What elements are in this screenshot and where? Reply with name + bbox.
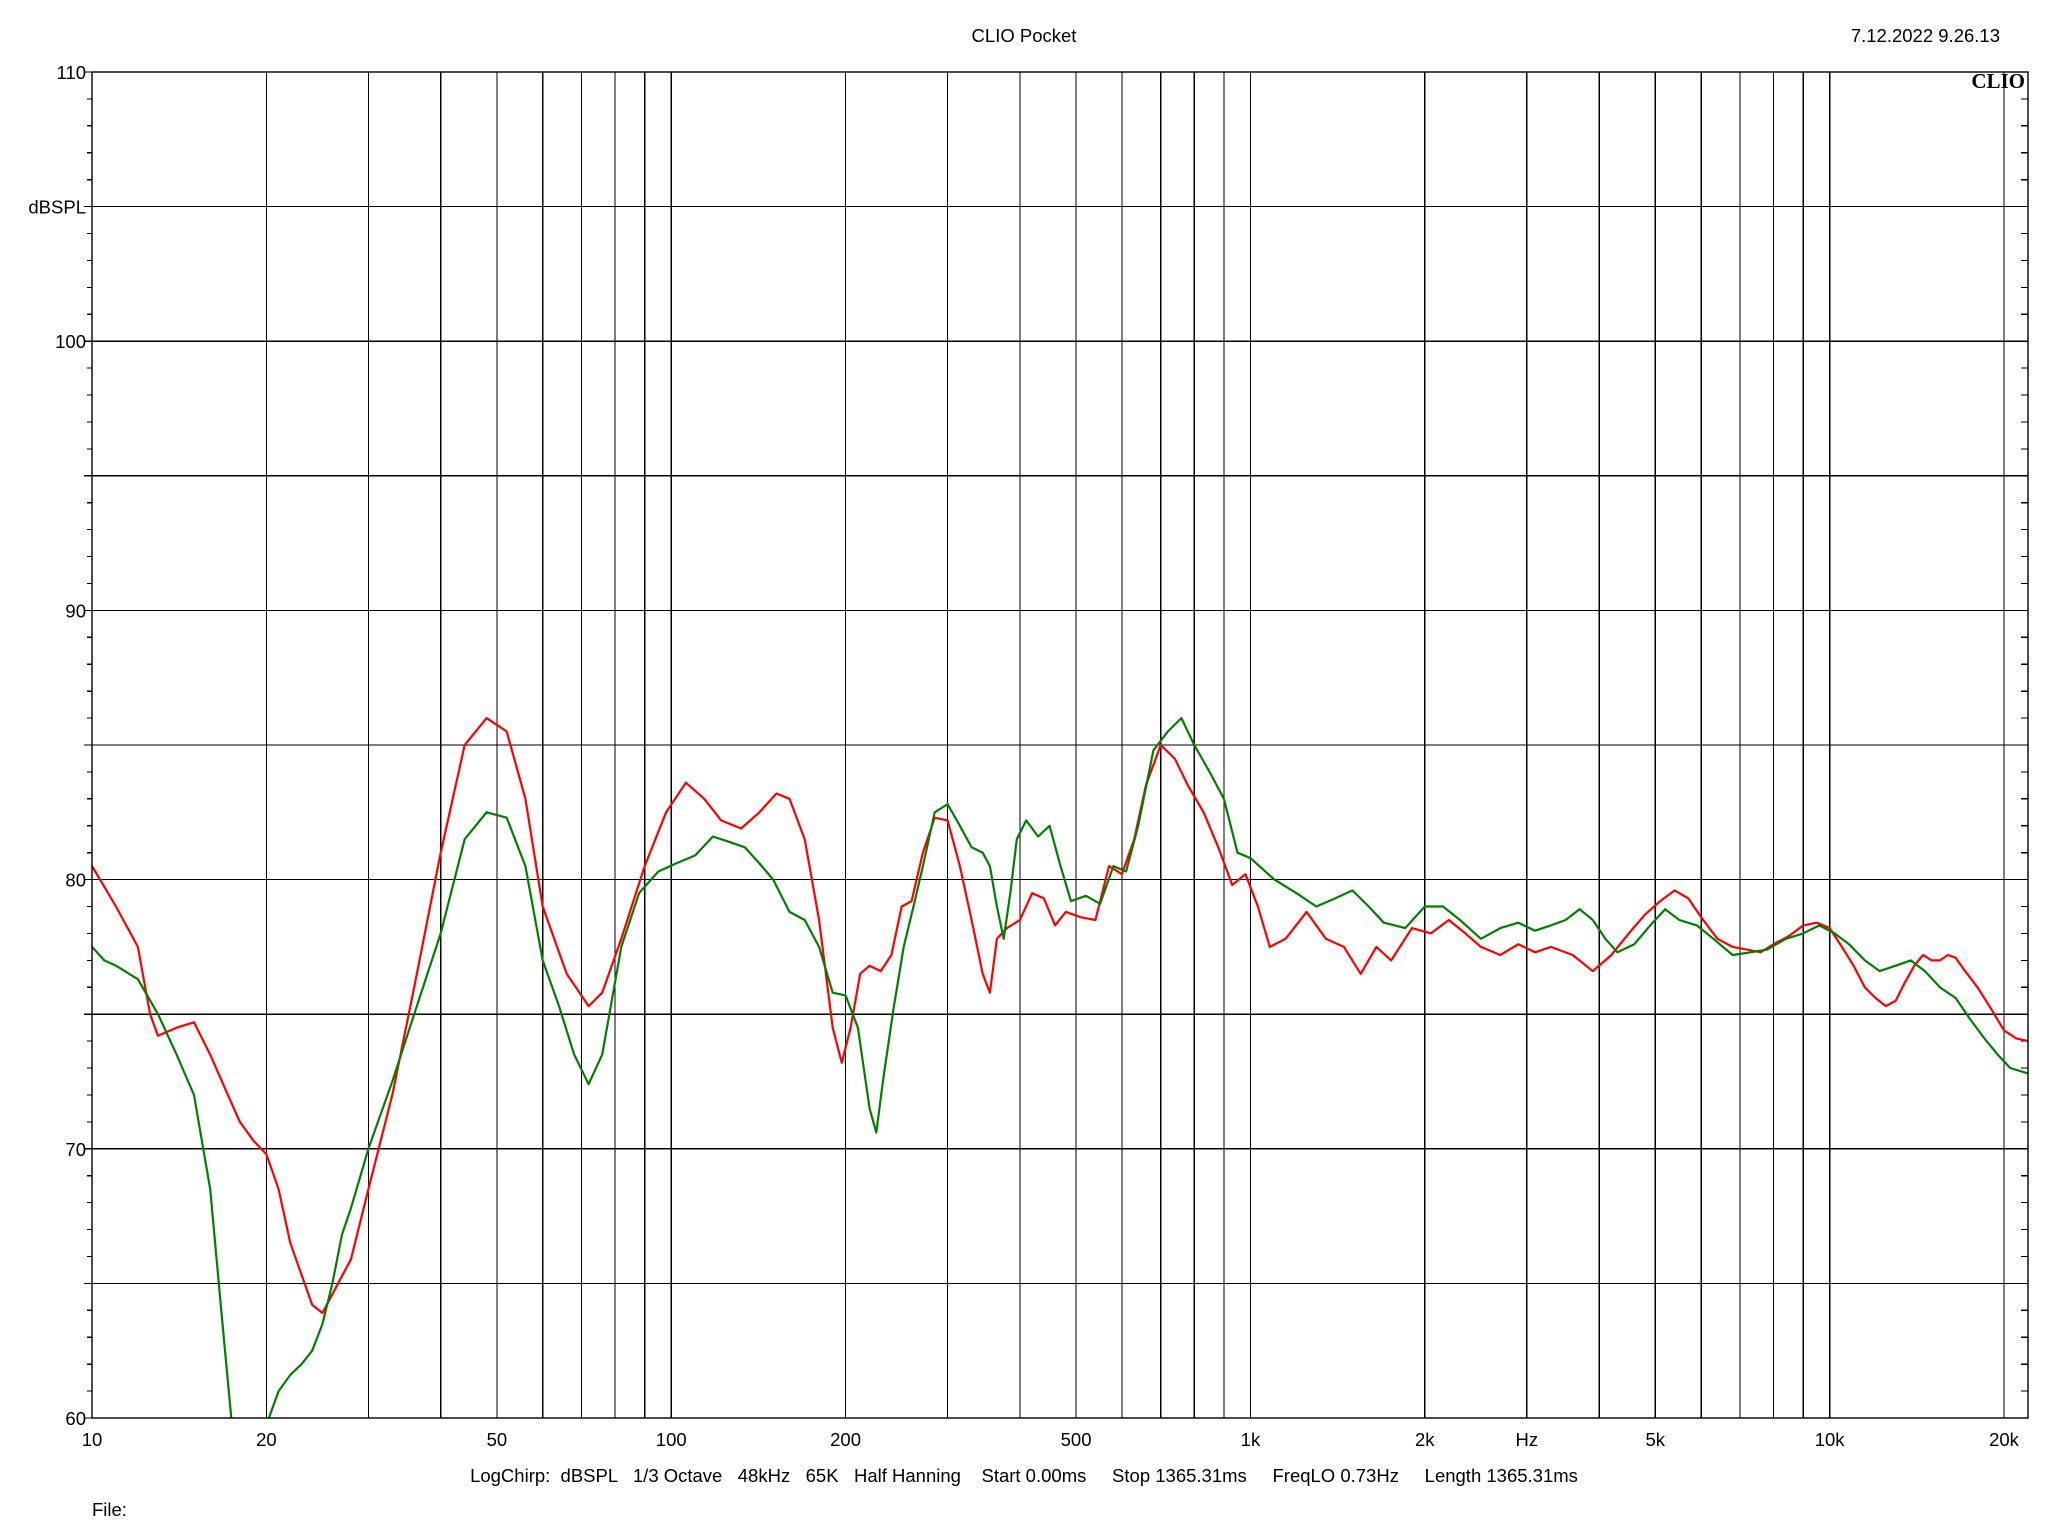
x-axis-tick-labels: 10 20 50 100 200 500 1k 2k Hz 5k 10k 20k <box>82 1429 2020 1450</box>
series-layer <box>91 717 2029 1419</box>
horizontal-gridlines <box>84 71 2028 1419</box>
series-line-0 <box>91 717 2029 1315</box>
x-tick-label: 10 <box>82 1429 103 1450</box>
timestamp: 7.12.2022 9.26.13 <box>1851 25 2000 46</box>
x-tick-label: Hz <box>1515 1429 1538 1450</box>
y-tick-label: 90 <box>65 600 86 621</box>
x-tick-label: 20 <box>256 1429 277 1450</box>
clio-logo: CLIO <box>1971 69 2025 93</box>
y-tick-label: 70 <box>65 1139 86 1160</box>
series-line-1 <box>91 946 233 1419</box>
y-tick-label: 60 <box>65 1408 86 1429</box>
x-tick-label: 100 <box>656 1429 687 1450</box>
series-line-2 <box>267 717 2029 1419</box>
x-tick-label: 1k <box>1241 1429 1261 1450</box>
y-tick-label: 80 <box>65 870 86 891</box>
x-tick-label: 500 <box>1061 1429 1092 1450</box>
measurement-settings: LogChirp: dBSPL 1/3 Octave 48kHz 65K Hal… <box>470 1465 1578 1486</box>
file-label: File: <box>92 1499 127 1520</box>
y-tick-label: dBSPL <box>28 197 86 218</box>
y-axis-tick-labels: 110 dBSPL 100 90 80 70 60 <box>28 62 86 1429</box>
plot-frame <box>91 71 2029 1419</box>
chart-title: CLIO Pocket <box>972 25 1077 46</box>
y-tick-label: 110 <box>57 62 87 83</box>
x-tick-label: 10k <box>1815 1429 1846 1450</box>
y-tick-label: 100 <box>55 331 86 352</box>
x-tick-label: 2k <box>1415 1429 1435 1450</box>
x-tick-label: 5k <box>1646 1429 1666 1450</box>
x-tick-label: 50 <box>487 1429 508 1450</box>
x-tick-label: 20k <box>1989 1429 2020 1450</box>
x-tick-label: 200 <box>830 1429 861 1450</box>
